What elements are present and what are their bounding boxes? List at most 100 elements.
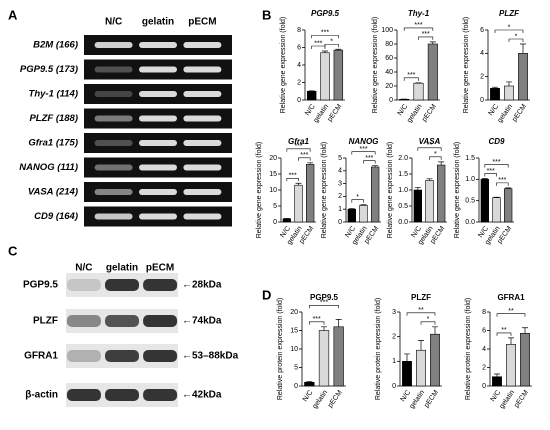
significance-label: ***: [289, 173, 297, 180]
significance-bracket: [420, 321, 436, 325]
chart-title: CD9: [488, 137, 505, 146]
bar: [318, 330, 330, 387]
significance-bracket: [496, 332, 512, 336]
chart-title: PLZF: [411, 293, 431, 302]
gene-label: Thy-1 (114): [29, 89, 78, 100]
y-tick-label: 2: [392, 334, 396, 341]
lane-header: gelatin: [142, 17, 174, 28]
bar: [333, 49, 344, 101]
y-tick-label: 1: [338, 206, 342, 213]
x-tick-label: pECM: [327, 389, 344, 409]
blot-band: [105, 279, 139, 291]
bar: [425, 180, 434, 223]
bar: [347, 208, 356, 223]
bar: [371, 166, 380, 223]
blot-band: [66, 350, 101, 362]
chart-title: NANOG: [349, 137, 379, 146]
y-tick-label: 1: [392, 358, 396, 365]
blot-band: [143, 389, 178, 401]
y-tick-label: 80: [385, 41, 393, 48]
significance-label: **: [508, 308, 514, 315]
gel-band: [139, 164, 177, 171]
y-tick-label: 1.5: [398, 171, 408, 178]
y-tick-label: 0.5: [465, 198, 475, 205]
lane-header: gelatin: [106, 263, 138, 274]
significance-bracket: [311, 45, 326, 49]
significance-bracket: [286, 177, 299, 182]
y-axis-label: Relative gene expression (fold): [454, 142, 461, 239]
significance-label: **: [501, 327, 507, 334]
significance-label: ***: [365, 155, 373, 162]
gel-band: [94, 66, 133, 73]
gene-label: VASA (214): [28, 187, 78, 198]
y-tick-label: 20: [385, 83, 393, 90]
significance-bracket: [309, 321, 325, 325]
significance-label: ***: [321, 30, 329, 37]
bar: [294, 184, 303, 223]
chart-title: PGP9.5: [311, 9, 340, 18]
significance-bracket: [286, 148, 311, 152]
x-tick-label: N/C: [487, 103, 500, 117]
protein-label: GFRA1: [24, 351, 58, 362]
bar: [413, 189, 422, 223]
gel-band: [183, 91, 222, 97]
panel-letter: B: [262, 7, 271, 22]
chart-title: PGP9.5: [310, 293, 339, 302]
significance-bracket: [363, 160, 376, 164]
chart-title: Gfra1: [288, 137, 309, 146]
y-tick-label: 8: [482, 309, 486, 316]
error-bar: [295, 182, 302, 186]
y-tick-label: 1.0: [398, 187, 408, 194]
significance-bracket: [403, 77, 419, 81]
y-axis-label: Relative gene expression (fold): [463, 17, 470, 114]
gel-band: [139, 66, 177, 73]
y-tick-label: 2: [297, 79, 301, 86]
error-bar: [506, 81, 512, 86]
significance-label: *: [508, 24, 511, 31]
bar: [437, 164, 446, 223]
y-tick-label: 0: [389, 97, 393, 104]
significance-bracket: [496, 182, 509, 186]
gel-band: [139, 189, 177, 195]
y-axis-label: Relative protein expression (fold): [375, 298, 382, 400]
bar: [333, 326, 344, 387]
significance-label: ***: [422, 31, 430, 38]
y-tick-label: 2: [482, 364, 486, 371]
significance-bracket: [406, 312, 436, 316]
y-tick-label: 0.0: [465, 219, 475, 226]
bar: [402, 361, 412, 387]
bar: [504, 188, 513, 223]
y-tick-label: 0: [294, 383, 298, 390]
lane-header: pECM: [188, 17, 216, 28]
bar: [504, 85, 514, 101]
x-tick-label: pECM: [511, 103, 528, 123]
significance-label: *: [356, 194, 359, 201]
bar: [282, 218, 291, 223]
significance-bracket: [508, 38, 524, 42]
y-tick-label: 15: [290, 327, 298, 334]
chart-title: PLZF: [499, 9, 520, 18]
lane-header: N/C: [75, 263, 92, 274]
y-tick-label: 0: [297, 97, 301, 104]
x-tick-label: gelatin: [312, 389, 330, 410]
significance-label: ***: [487, 168, 495, 175]
x-tick-label: N/C: [489, 389, 502, 403]
error-bar: [414, 187, 421, 190]
significance-label: *: [427, 316, 430, 323]
gene-label: NANOG (111): [19, 162, 78, 173]
y-tick-label: 2: [480, 74, 484, 81]
gel-band: [94, 42, 133, 48]
significance-label: **: [427, 142, 433, 149]
significance-bracket: [484, 164, 509, 168]
y-axis-label: Relative gene expression (fold): [256, 142, 263, 239]
gene-label: PGP9.5 (173): [20, 64, 78, 75]
significance-label: *: [434, 151, 437, 158]
bar: [520, 332, 530, 387]
gel-band: [139, 115, 177, 122]
significance-bracket: [418, 36, 434, 40]
bar: [480, 179, 489, 223]
significance-label: ***: [300, 152, 308, 159]
gel-band: [139, 213, 177, 220]
bar: [359, 205, 368, 223]
bar: [490, 88, 500, 101]
